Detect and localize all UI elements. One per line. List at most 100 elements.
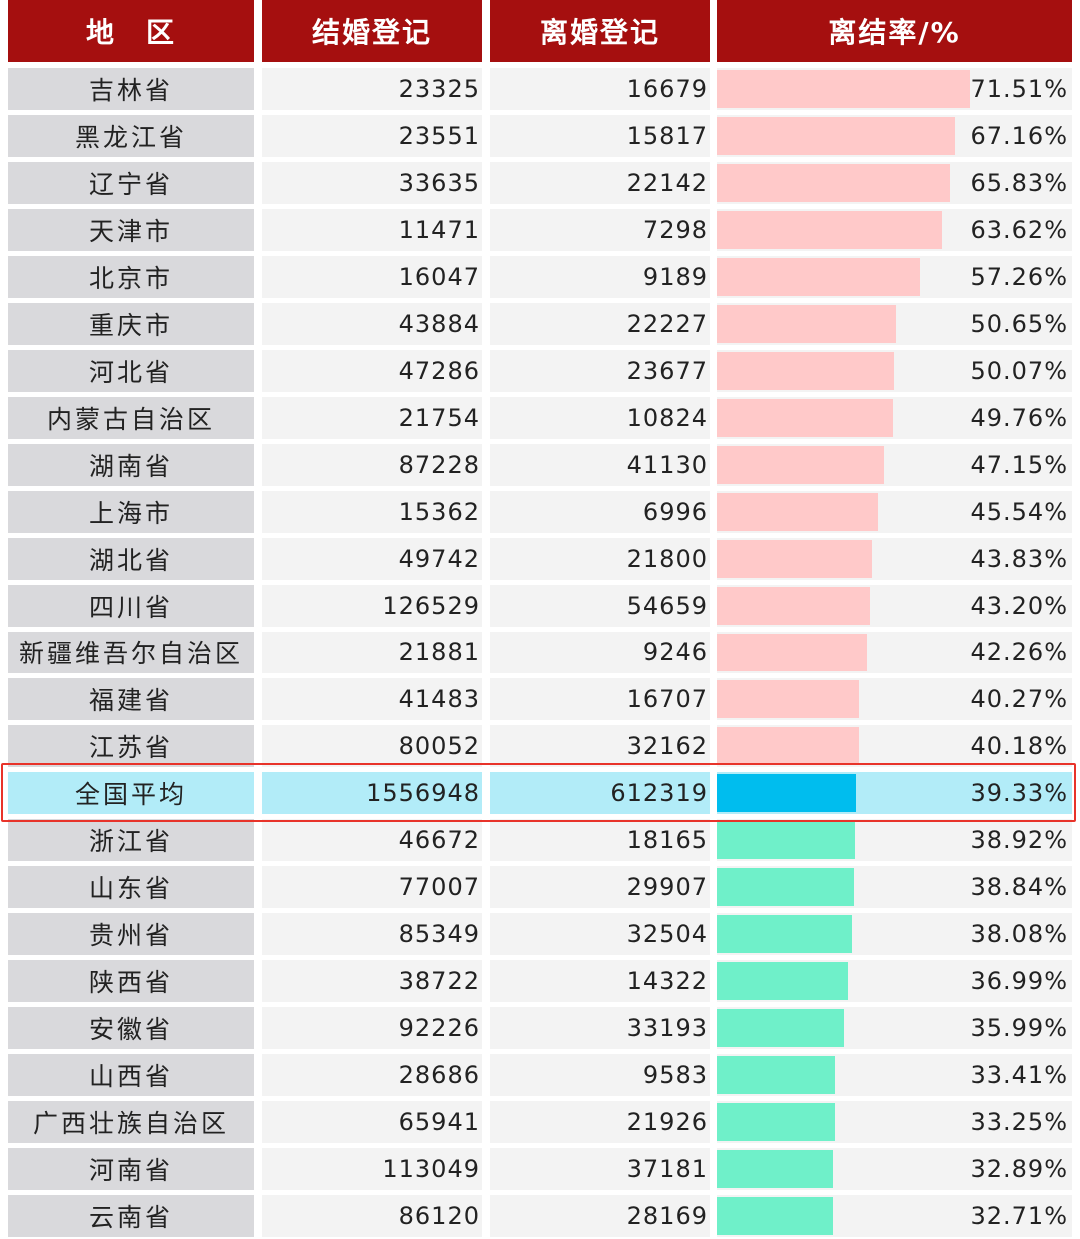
region-cell: 新疆维吾尔自治区 — [8, 631, 254, 674]
rate-cell: 50.65% — [717, 302, 1072, 345]
rate-bar — [717, 821, 855, 860]
rate-label: 63.62% — [970, 215, 1068, 244]
marriages-cell: 23325 — [262, 68, 482, 110]
header-cell: 结婚登记 — [262, 0, 482, 62]
rate-cell: 32.71% — [717, 1195, 1072, 1237]
divorces-cell: 9189 — [490, 255, 710, 298]
rate-cell: 43.20% — [717, 584, 1072, 627]
divorces-cell: 32162 — [490, 725, 710, 768]
marriages-cell: 87228 — [262, 443, 482, 486]
divorces-cell: 22227 — [490, 302, 710, 345]
rate-label: 33.41% — [970, 1061, 1068, 1090]
divorces-cell: 612319 — [490, 772, 710, 815]
region-cell: 福建省 — [8, 678, 254, 721]
rate-label: 38.08% — [970, 920, 1068, 949]
marriages-cell: 33635 — [262, 161, 482, 204]
rate-label: 67.16% — [970, 121, 1068, 150]
divorces-cell: 7298 — [490, 208, 710, 251]
rate-cell: 40.18% — [717, 725, 1072, 768]
rate-bar — [717, 257, 920, 296]
rate-cell: 57.26% — [717, 255, 1072, 298]
divorces-cell: 33193 — [490, 1007, 710, 1050]
rate-cell: 32.89% — [717, 1148, 1072, 1191]
marriages-cell: 77007 — [262, 866, 482, 909]
divorces-cell: 9246 — [490, 631, 710, 674]
region-cell: 吉林省 — [8, 68, 254, 110]
rate-bar — [717, 210, 943, 249]
rate-label: 35.99% — [970, 1014, 1068, 1043]
divorces-cell: 32504 — [490, 913, 710, 956]
rate-bar — [717, 1103, 835, 1142]
region-cell: 陕西省 — [8, 960, 254, 1003]
rate-label: 40.27% — [970, 685, 1068, 714]
rate-label: 43.83% — [970, 544, 1068, 573]
divorces-cell: 16707 — [490, 678, 710, 721]
divorces-cell: 18165 — [490, 819, 710, 862]
rate-bar — [717, 70, 970, 108]
rate-cell: 42.26% — [717, 631, 1072, 674]
marriages-cell: 43884 — [262, 302, 482, 345]
rate-cell: 39.33% — [717, 772, 1072, 815]
rate-label: 39.33% — [970, 779, 1068, 808]
rate-bar — [717, 398, 894, 437]
rate-label: 45.54% — [970, 497, 1068, 526]
region-cell: 山东省 — [8, 866, 254, 909]
rate-bar — [717, 492, 879, 531]
header-cell: 地 区 — [8, 0, 254, 62]
marriages-cell: 86120 — [262, 1195, 482, 1237]
rate-label: 65.83% — [970, 168, 1068, 197]
rate-label: 42.26% — [970, 638, 1068, 667]
region-cell: 安徽省 — [8, 1007, 254, 1050]
marriages-cell: 41483 — [262, 678, 482, 721]
region-cell: 湖南省 — [8, 443, 254, 486]
region-cell: 山西省 — [8, 1054, 254, 1097]
marriages-cell: 47286 — [262, 349, 482, 392]
marriages-cell: 21881 — [262, 631, 482, 674]
region-cell: 天津市 — [8, 208, 254, 251]
divorces-cell: 14322 — [490, 960, 710, 1003]
marriages-cell: 49742 — [262, 537, 482, 580]
region-cell: 辽宁省 — [8, 161, 254, 204]
rate-cell: 38.08% — [717, 913, 1072, 956]
rate-cell: 71.51% — [717, 68, 1072, 110]
marriages-cell: 92226 — [262, 1007, 482, 1050]
marriages-cell: 23551 — [262, 114, 482, 157]
rate-bar — [717, 539, 873, 578]
divorces-cell: 10824 — [490, 396, 710, 439]
rate-label: 50.07% — [970, 356, 1068, 385]
rate-label: 32.89% — [970, 1155, 1068, 1184]
rate-bar — [717, 633, 867, 672]
rate-bar — [717, 727, 860, 766]
rate-bar — [717, 1056, 836, 1095]
region-cell: 内蒙古自治区 — [8, 396, 254, 439]
rate-bar — [717, 1009, 845, 1048]
divorces-cell: 28169 — [490, 1195, 710, 1237]
region-cell: 江苏省 — [8, 725, 254, 768]
region-cell: 上海市 — [8, 490, 254, 533]
rate-cell: 67.16% — [717, 114, 1072, 157]
divorces-cell: 21926 — [490, 1101, 710, 1144]
marriages-cell: 16047 — [262, 255, 482, 298]
region-cell: 黑龙江省 — [8, 114, 254, 157]
divorces-cell: 54659 — [490, 584, 710, 627]
rate-label: 49.76% — [970, 403, 1068, 432]
rate-bar — [717, 116, 955, 155]
divorces-cell: 21800 — [490, 537, 710, 580]
marriages-cell: 1556948 — [262, 772, 482, 815]
marriages-cell: 38722 — [262, 960, 482, 1003]
region-cell: 贵州省 — [8, 913, 254, 956]
rate-cell: 45.54% — [717, 490, 1072, 533]
rate-label: 71.51% — [970, 74, 1068, 103]
divorces-cell: 15817 — [490, 114, 710, 157]
rate-cell: 33.41% — [717, 1054, 1072, 1097]
rate-label: 43.20% — [970, 591, 1068, 620]
header-cell: 离婚登记 — [490, 0, 710, 62]
rate-bar — [717, 163, 950, 202]
divorces-cell: 22142 — [490, 161, 710, 204]
rate-label: 38.92% — [970, 826, 1068, 855]
rate-label: 32.71% — [970, 1202, 1068, 1230]
rate-label: 50.65% — [970, 309, 1068, 338]
rate-label: 57.26% — [970, 262, 1068, 291]
rate-cell: 40.27% — [717, 678, 1072, 721]
